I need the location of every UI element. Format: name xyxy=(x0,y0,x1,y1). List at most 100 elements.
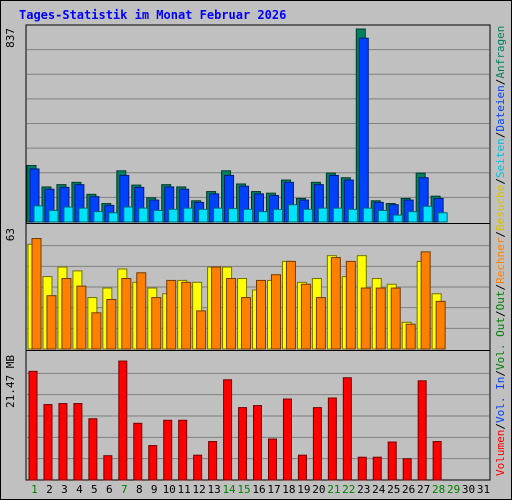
x-tick-label: 29 xyxy=(447,483,460,496)
bar-seiten-4 xyxy=(78,207,89,223)
bar-seiten-5 xyxy=(93,211,104,223)
legend-separator: / xyxy=(494,370,507,377)
bar-dateien-23 xyxy=(358,37,369,223)
bar-rechner-7 xyxy=(121,278,132,350)
x-tick-label: 21 xyxy=(327,483,340,496)
bar-rechner-9 xyxy=(151,297,162,350)
bar-seiten-13 xyxy=(213,207,224,223)
bar-volumen-20 xyxy=(312,407,322,481)
bar-rechner-22 xyxy=(345,260,356,350)
x-tick-label: 2 xyxy=(46,483,53,496)
legend-separator: / xyxy=(494,178,507,185)
bar-volumen-18 xyxy=(282,398,292,481)
bar-seiten-23 xyxy=(362,207,373,223)
bar-volumen-22 xyxy=(342,377,352,481)
bar-volumen-6 xyxy=(103,455,113,481)
bar-rechner-25 xyxy=(390,287,401,350)
x-tick-label: 10 xyxy=(163,483,176,496)
legend-out: Out xyxy=(494,291,507,311)
bar-rechner-8 xyxy=(136,272,147,350)
bar-seiten-28 xyxy=(437,212,448,223)
bar-rechner-6 xyxy=(106,298,117,350)
bar-volumen-3 xyxy=(58,403,68,481)
bar-rechner-17 xyxy=(270,274,281,350)
legend-separator: / xyxy=(494,423,507,430)
x-tick-label: 23 xyxy=(357,483,370,496)
bar-volumen-19 xyxy=(297,454,307,481)
bar-rechner-5 xyxy=(91,312,102,350)
bar-seiten-3 xyxy=(63,206,74,223)
bar-volumen-9 xyxy=(148,445,158,481)
x-tick-label: 22 xyxy=(342,483,355,496)
x-tick-label: 12 xyxy=(193,483,206,496)
y-max-label: 21.47 MB xyxy=(4,355,17,408)
x-tick-label: 7 xyxy=(121,483,128,496)
x-tick-label: 30 xyxy=(462,483,475,496)
y-max-label: 63 xyxy=(4,228,17,241)
bar-volumen-23 xyxy=(357,456,367,481)
legend-separator: / xyxy=(494,310,507,317)
bar-volumen-2 xyxy=(43,404,53,481)
bar-rechner-28 xyxy=(435,300,446,350)
bar-seiten-24 xyxy=(377,209,388,223)
bar-seiten-14 xyxy=(228,208,239,223)
x-tick-label: 25 xyxy=(387,483,400,496)
bar-seiten-11 xyxy=(183,207,194,223)
bar-volumen-5 xyxy=(88,418,98,481)
legend-separator: / xyxy=(494,79,507,86)
bar-seiten-27 xyxy=(422,205,433,223)
x-tick-label: 5 xyxy=(91,483,98,496)
bar-seiten-22 xyxy=(347,208,358,223)
x-tick-label: 31 xyxy=(477,483,490,496)
x-tick-label: 3 xyxy=(61,483,68,496)
legend-besuche: Besuche xyxy=(494,185,507,231)
bar-seiten-10 xyxy=(168,208,179,223)
bar-seiten-26 xyxy=(407,211,418,223)
x-tick-label: 11 xyxy=(178,483,191,496)
bar-volumen-4 xyxy=(73,403,83,481)
legend-dateien: Dateien xyxy=(494,85,507,131)
x-tick-label: 14 xyxy=(222,483,236,496)
x-tick-label: 19 xyxy=(297,483,310,496)
legend-anfragen: Anfragen xyxy=(494,26,507,79)
bar-seiten-15 xyxy=(243,208,254,223)
bar-seiten-9 xyxy=(153,209,164,223)
legend-seiten: Seiten xyxy=(494,138,507,178)
bar-seiten-6 xyxy=(108,212,119,223)
bar-volumen-16 xyxy=(253,405,263,481)
plot-frame xyxy=(25,24,491,481)
x-tick-label: 26 xyxy=(402,483,415,496)
bar-volumen-7 xyxy=(118,360,128,481)
right-legend: Volumen/Vol. In/Vol. Out/Out/Rechner/Bes… xyxy=(494,26,507,476)
bar-seiten-17 xyxy=(272,208,283,223)
bar-rechner-14 xyxy=(226,278,237,350)
x-tick-label: 17 xyxy=(267,483,280,496)
bar-rechner-26 xyxy=(405,323,416,350)
x-tick-label: 1 xyxy=(31,483,38,496)
bar-volumen-25 xyxy=(387,441,397,481)
x-tick-label: 18 xyxy=(282,483,295,496)
x-tick-label: 28 xyxy=(432,483,445,496)
bar-seiten-25 xyxy=(392,214,403,223)
bar-rechner-1 xyxy=(31,238,42,350)
bar-volumen-10 xyxy=(163,419,173,481)
bar-volumen-14 xyxy=(223,379,233,481)
bar-volumen-26 xyxy=(402,458,412,481)
bar-seiten-16 xyxy=(258,211,269,223)
bar-rechner-18 xyxy=(285,260,296,350)
legend-separator: / xyxy=(494,231,507,238)
x-tick-label: 24 xyxy=(372,483,386,496)
bar-seiten-8 xyxy=(138,207,149,223)
bar-rechner-21 xyxy=(330,257,341,350)
bar-seiten-19 xyxy=(302,208,313,223)
bar-rechner-2 xyxy=(46,295,57,350)
bar-volumen-1 xyxy=(28,370,38,481)
x-tick-label: 27 xyxy=(417,483,430,496)
bar-volumen-12 xyxy=(193,454,203,481)
bar-rechner-15 xyxy=(241,297,252,350)
bar-volumen-15 xyxy=(238,407,248,481)
bar-rechner-23 xyxy=(360,287,371,350)
bar-rechner-3 xyxy=(61,278,72,350)
bar-rechner-16 xyxy=(256,279,267,350)
